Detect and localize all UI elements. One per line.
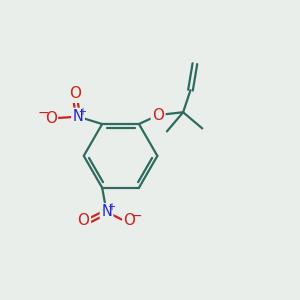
- Text: N: N: [101, 204, 112, 219]
- Text: N: N: [73, 109, 83, 124]
- Text: O: O: [152, 108, 164, 123]
- Text: O: O: [69, 86, 81, 101]
- Text: −: −: [130, 209, 142, 223]
- Text: O: O: [78, 213, 90, 228]
- Text: −: −: [38, 106, 50, 120]
- Text: O: O: [45, 111, 57, 126]
- Text: O: O: [124, 213, 136, 228]
- Text: +: +: [107, 202, 115, 212]
- Text: +: +: [78, 107, 86, 117]
